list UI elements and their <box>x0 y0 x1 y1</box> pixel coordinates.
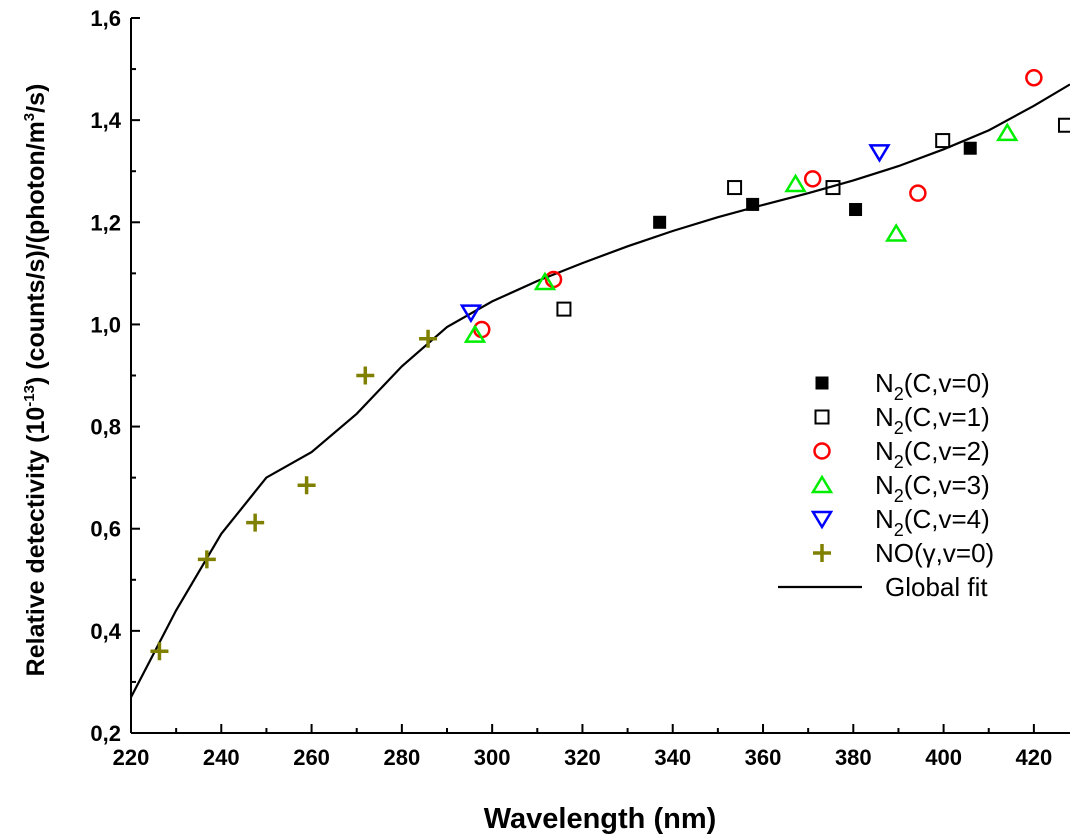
y-tick-label: 1,6 <box>90 6 121 31</box>
y-tick-label: 0,2 <box>90 721 121 746</box>
data-point <box>784 173 807 193</box>
legend-label: Global fit <box>885 572 988 602</box>
series-3 <box>473 69 1043 339</box>
legend-marker <box>810 474 834 494</box>
data-point <box>868 144 891 163</box>
y-axis-title-suffix: /s) <box>22 84 50 113</box>
data-point <box>463 324 487 343</box>
y-axis-title-exp: -13 <box>21 385 38 407</box>
legend-item: NO(γ,v=0) <box>813 538 994 568</box>
series-1 <box>653 141 977 229</box>
global-fit-line <box>130 83 1070 698</box>
legend-label: NO(γ,v=0) <box>875 538 994 568</box>
series-2 <box>556 117 1070 317</box>
x-tick-label: 220 <box>113 745 150 770</box>
data-point <box>996 122 1019 142</box>
data-point <box>727 180 743 196</box>
x-tick-label: 400 <box>925 745 962 770</box>
x-tick-label: 240 <box>203 745 240 770</box>
data-point <box>825 180 841 196</box>
y-tick-label: 1,2 <box>90 210 121 235</box>
data-point <box>556 301 572 317</box>
legend-label: N2(C,v=1) <box>875 402 990 438</box>
data-point <box>884 223 908 242</box>
data-point <box>150 642 169 661</box>
data-point <box>246 513 265 532</box>
legend-item: N2(C,v=4) <box>810 504 990 540</box>
legend-marker <box>813 544 831 562</box>
x-tick-label: 280 <box>384 745 421 770</box>
series-6 <box>150 329 438 661</box>
data-point <box>653 215 667 229</box>
data-point <box>419 329 438 348</box>
legend-marker <box>813 442 831 460</box>
y-axis-title-middle: ) (counts/s)/(photon/m <box>22 121 50 385</box>
x-tick-label: 260 <box>293 745 330 770</box>
legend-item: N2(C,v=3) <box>810 470 990 506</box>
legend: N2(C,v=0)N2(C,v=1)N2(C,v=2)N2(C,v=3)N2(C… <box>778 368 994 602</box>
data-point <box>849 203 863 217</box>
data-point <box>935 133 951 149</box>
data-points <box>150 69 1070 661</box>
y-axis-title-prefix: Relative detectivity (10 <box>22 407 50 677</box>
y-axis-title: Relative detectivity (10-13) (counts/s)/… <box>21 84 50 677</box>
series-5 <box>459 144 891 324</box>
data-point <box>746 197 760 211</box>
x-tick-label: 420 <box>1016 745 1053 770</box>
y-tick-label: 0,4 <box>90 619 121 644</box>
data-point <box>533 271 557 291</box>
x-tick-label: 380 <box>835 745 872 770</box>
data-point <box>197 550 216 569</box>
y-tick-label: 1,0 <box>90 312 121 337</box>
data-point <box>297 476 316 495</box>
y-tick-label: 1,4 <box>90 108 121 133</box>
legend-label: N2(C,v=3) <box>875 470 990 506</box>
data-point <box>963 141 977 155</box>
data-point <box>803 170 822 188</box>
x-axis-title: Wavelength (nm) <box>484 803 717 835</box>
data-point <box>909 184 927 202</box>
x-tick-label: 340 <box>654 745 691 770</box>
y-tick-label: 0,6 <box>90 517 121 542</box>
series-4 <box>463 122 1019 343</box>
legend-item: N2(C,v=1) <box>814 402 990 438</box>
x-tick-label: 320 <box>564 745 601 770</box>
legend-item: N2(C,v=2) <box>813 436 990 472</box>
axes: 220 240 260 280 300 320 340 360 380 400 420 0,2 0,4 0… <box>90 6 1070 770</box>
fit-layer <box>130 83 1070 698</box>
legend-label: N2(C,v=2) <box>875 436 990 472</box>
legend-marker <box>814 409 830 425</box>
legend-label: N2(C,v=0) <box>875 368 990 404</box>
data-point <box>1025 69 1043 87</box>
data-point <box>356 366 375 385</box>
legend-marker <box>810 510 834 530</box>
data-point <box>1057 117 1070 133</box>
y-axis-title-exp2: 3 <box>21 113 38 121</box>
legend-item-fit: Global fit <box>778 572 988 602</box>
legend-label: N2(C,v=4) <box>875 504 990 540</box>
data-point <box>459 304 483 324</box>
legend-item: N2(C,v=0) <box>815 368 990 404</box>
x-tick-label: 360 <box>745 745 782 770</box>
x-tick-label: 300 <box>474 745 511 770</box>
y-tick-label: 0,8 <box>90 415 121 440</box>
legend-marker <box>815 376 829 390</box>
